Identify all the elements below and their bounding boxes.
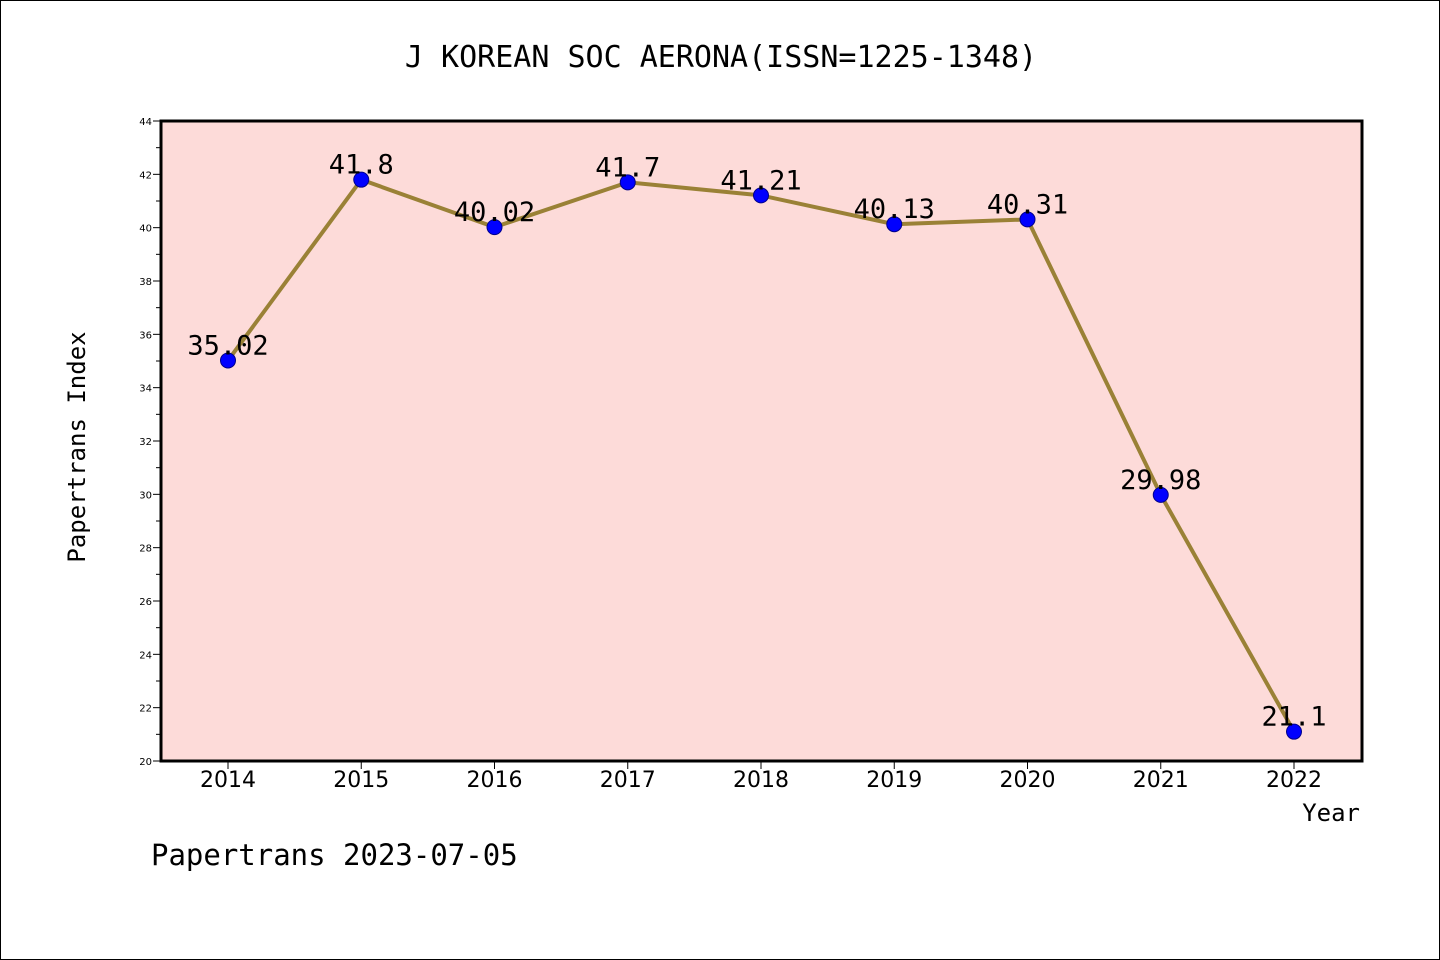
data-point-2018	[753, 187, 769, 204]
y-tick-label: 28	[139, 544, 152, 555]
x-tick-label: 2014	[200, 768, 256, 793]
x-tick-label: 2021	[1133, 768, 1189, 793]
data-label-2014: 35.02	[187, 330, 268, 361]
chart-title: J KOREAN SOC AERONA(ISSN=1225-1348)	[405, 40, 1037, 75]
plot-area	[159, 119, 1364, 763]
x-tick-label: 2016	[467, 768, 523, 793]
x-tick-label: 2018	[733, 768, 789, 793]
data-series: 35.02 41.8 40.02 41.7 41.21 40.13 40.31 29.98 21…	[187, 150, 1327, 740]
x-tick-label: 2020	[1000, 768, 1056, 793]
x-tick-label: 2015	[333, 768, 389, 793]
x-tick-label: 2017	[600, 768, 656, 793]
data-label-2019: 40.13	[854, 194, 935, 225]
data-label-2017: 41.7	[595, 152, 660, 183]
y-tick-label: 36	[139, 330, 152, 341]
y-tick-label: 42	[139, 170, 152, 181]
data-label-2015: 41.8	[329, 150, 394, 181]
x-axis: 2014 2015 2016 2017 2018 2019 2020 2021 2022	[200, 761, 1322, 793]
data-label-2018: 41.21	[720, 165, 801, 196]
data-point-2017	[619, 174, 636, 191]
data-label-2021: 29.98	[1120, 465, 1201, 496]
y-tick-label: 22	[139, 704, 152, 715]
data-point-2019	[886, 216, 903, 233]
y-tick-label: 20	[139, 757, 152, 768]
y-tick-label: 32	[139, 437, 152, 448]
y-tick-label: 38	[139, 277, 152, 288]
x-tick-label: 2019	[866, 768, 922, 793]
y-tick-label: 34	[139, 384, 152, 395]
data-point-2014	[220, 352, 236, 369]
x-axis-label: Year	[1302, 799, 1360, 827]
data-point-2022	[1286, 723, 1302, 740]
data-point-2015	[353, 171, 370, 188]
y-tick-label: 26	[139, 597, 152, 608]
data-label-2016: 40.02	[454, 197, 535, 228]
data-label-2020: 40.31	[987, 189, 1068, 220]
y-axis: 20 22 24 26 28 30 32 34 36 38 40 42 44	[139, 117, 161, 768]
y-tick-label: 24	[139, 650, 152, 661]
data-label-2022: 21.1	[1261, 702, 1326, 733]
data-point-2020	[1019, 211, 1036, 228]
y-tick-label: 44	[139, 117, 152, 128]
data-point-2016	[486, 219, 503, 236]
x-tick-label: 2022	[1266, 768, 1322, 793]
y-tick-label: 40	[139, 224, 152, 235]
y-tick-label: 30	[139, 490, 152, 501]
footer-credit: Papertrans 2023-07-05	[151, 838, 518, 872]
data-point-2021	[1152, 486, 1169, 503]
y-axis-label: Papertrans Index	[63, 331, 91, 562]
